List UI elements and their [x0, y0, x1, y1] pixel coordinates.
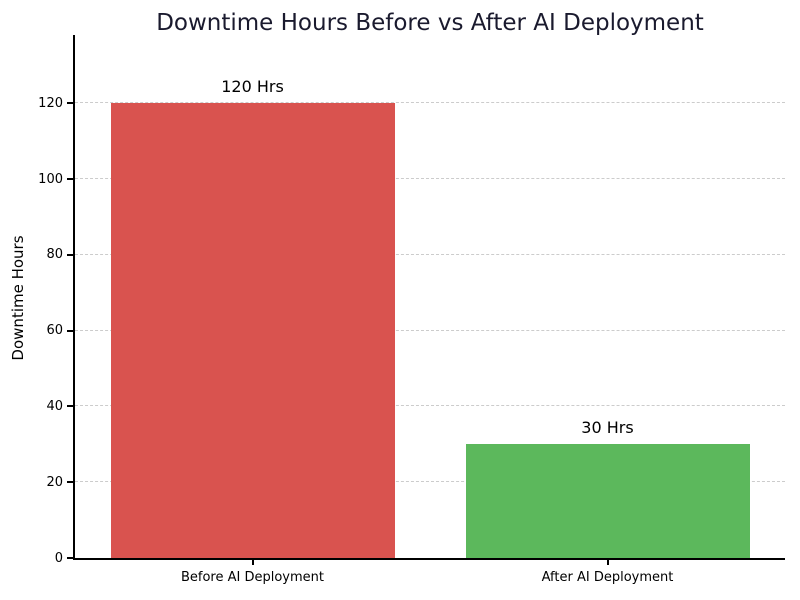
bar-value-label-1: 120 Hrs — [221, 77, 284, 97]
x-tick-label-1: Before AI Deployment — [180, 570, 324, 585]
chart-title: Downtime Hours Before vs After AI Deploy… — [156, 10, 704, 36]
y-tick-mark-60 — [67, 329, 73, 332]
gridline-y-60 — [75, 329, 785, 331]
bar-value-label-2: 30 Hrs — [581, 418, 634, 438]
plot-area: 120 Hrs 30 Hrs — [73, 35, 785, 560]
y-tick-label-40: 40 — [46, 398, 63, 414]
gridline-y-100 — [75, 178, 785, 180]
gridline-y-40 — [75, 405, 785, 407]
x-tick-mark-2 — [606, 560, 609, 565]
y-tick-mark-120 — [67, 102, 73, 105]
gridline-y-80 — [75, 253, 785, 255]
gridline-y-20 — [75, 481, 785, 483]
bar-2 — [465, 444, 750, 558]
y-tick-mark-40 — [67, 405, 73, 408]
bar-1 — [110, 103, 395, 558]
y-tick-label-60: 60 — [46, 323, 63, 339]
x-tick-label-2: After AI Deployment — [541, 570, 674, 585]
gridline-y-120 — [75, 102, 785, 104]
y-tick-mark-0 — [67, 557, 73, 559]
y-tick-label-120: 120 — [38, 95, 63, 111]
y-tick-label-20: 20 — [46, 474, 63, 490]
y-tick-mark-20 — [67, 481, 73, 484]
x-tick-mark-1 — [251, 560, 254, 565]
y-tick-label-100: 100 — [38, 171, 63, 187]
y-axis-label: Downtime Hours — [9, 235, 27, 361]
y-tick-label-80: 80 — [46, 247, 63, 263]
y-tick-label-0: 0 — [54, 550, 63, 566]
y-tick-mark-100 — [67, 178, 73, 180]
x-axis-spine — [73, 558, 785, 560]
y-tick-mark-80 — [67, 253, 73, 256]
y-axis-spine — [73, 35, 75, 560]
